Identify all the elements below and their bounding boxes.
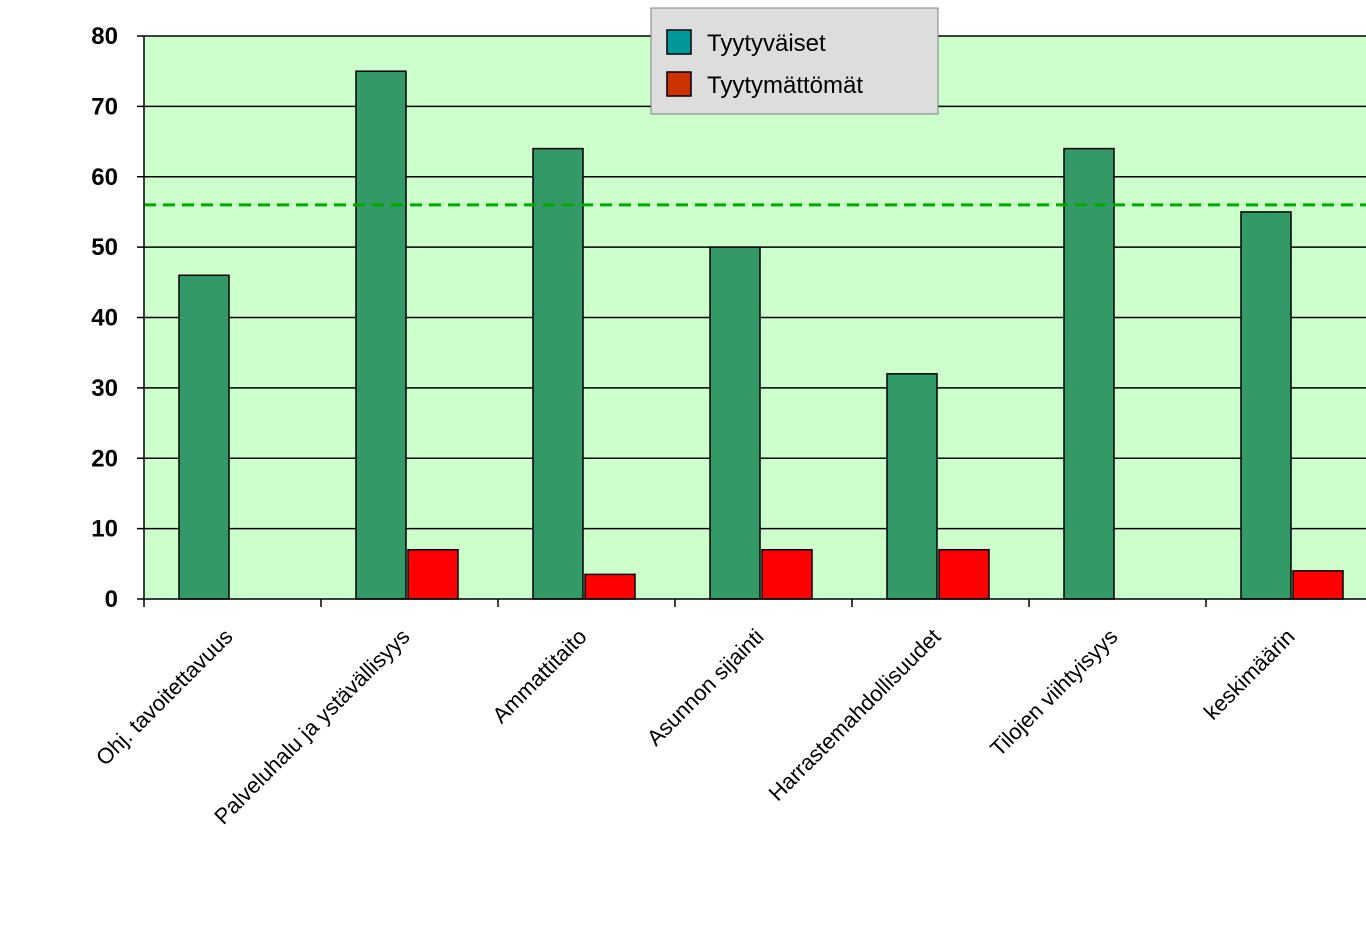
y-tick-label: 70 bbox=[91, 93, 118, 120]
legend-swatch-tyytyvaiset bbox=[666, 29, 692, 55]
x-tick-label: Harrastemahdollisuudet bbox=[764, 624, 946, 806]
bars bbox=[178, 70, 1344, 600]
bar-tyytyvaiset-keskimaarin bbox=[1240, 211, 1292, 600]
x-tick-label: Ammattitaito bbox=[487, 624, 591, 728]
bar-tyytyvaiset-ohj-tavoitettavuus bbox=[178, 274, 230, 600]
y-tick-labels: 0 10 20 30 40 50 60 70 80 bbox=[91, 23, 118, 613]
legend-swatch-tyytymattomat bbox=[666, 71, 692, 97]
bar-tyytyvaiset-asunnon-sijainti bbox=[709, 246, 761, 600]
bar-tyytymattomat-asunnon-sijainti bbox=[761, 548, 813, 600]
y-tick-label: 80 bbox=[91, 23, 118, 50]
legend-box bbox=[650, 7, 939, 115]
bar-tyytyvaiset-ammattitaito bbox=[532, 147, 584, 600]
bar-tyytyvaiset-palveluhalu-ja-ystavallisyys bbox=[355, 70, 407, 600]
y-tick-label: 60 bbox=[91, 164, 118, 191]
bar-tyytymattomat-ammattitaito bbox=[584, 573, 636, 600]
axes bbox=[137, 35, 1366, 607]
bar-tyytymattomat-keskimaarin bbox=[1292, 570, 1344, 600]
y-tick-label: 40 bbox=[91, 305, 118, 332]
y-tick-label: 10 bbox=[91, 516, 118, 543]
bar-tyytymattomat-harrastemahdollisuudet bbox=[938, 548, 990, 600]
bar-tyytyvaiset-tilojen-viihtyisyys bbox=[1063, 147, 1115, 600]
legend-label-tyytyvaiset: Tyytyväiset bbox=[707, 30, 826, 57]
bar-tyytymattomat-palveluhalu-ja-ystavallisyys bbox=[407, 548, 459, 600]
y-tick-label: 30 bbox=[91, 375, 118, 402]
y-tick-label: 20 bbox=[91, 445, 118, 472]
legend-label-tyytymattomat: Tyytymättömät bbox=[707, 72, 863, 99]
x-tick-label: Palveluhalu ja ystävällisyys bbox=[209, 624, 414, 829]
legend: Tyytyväiset Tyytymättömät bbox=[650, 7, 939, 115]
x-tick-label: Ohj. tavoitettavuus bbox=[91, 624, 238, 771]
x-tick-label: Tilojen viihtyisyys bbox=[985, 624, 1122, 761]
y-tick-label: 0 bbox=[105, 586, 118, 613]
x-tick-label: keskimäärin bbox=[1199, 624, 1300, 725]
y-tick-label: 50 bbox=[91, 234, 118, 261]
x-tick-label: Asunnon sijainti bbox=[642, 624, 769, 751]
bar-tyytyvaiset-harrastemahdollisuudet bbox=[886, 373, 938, 600]
